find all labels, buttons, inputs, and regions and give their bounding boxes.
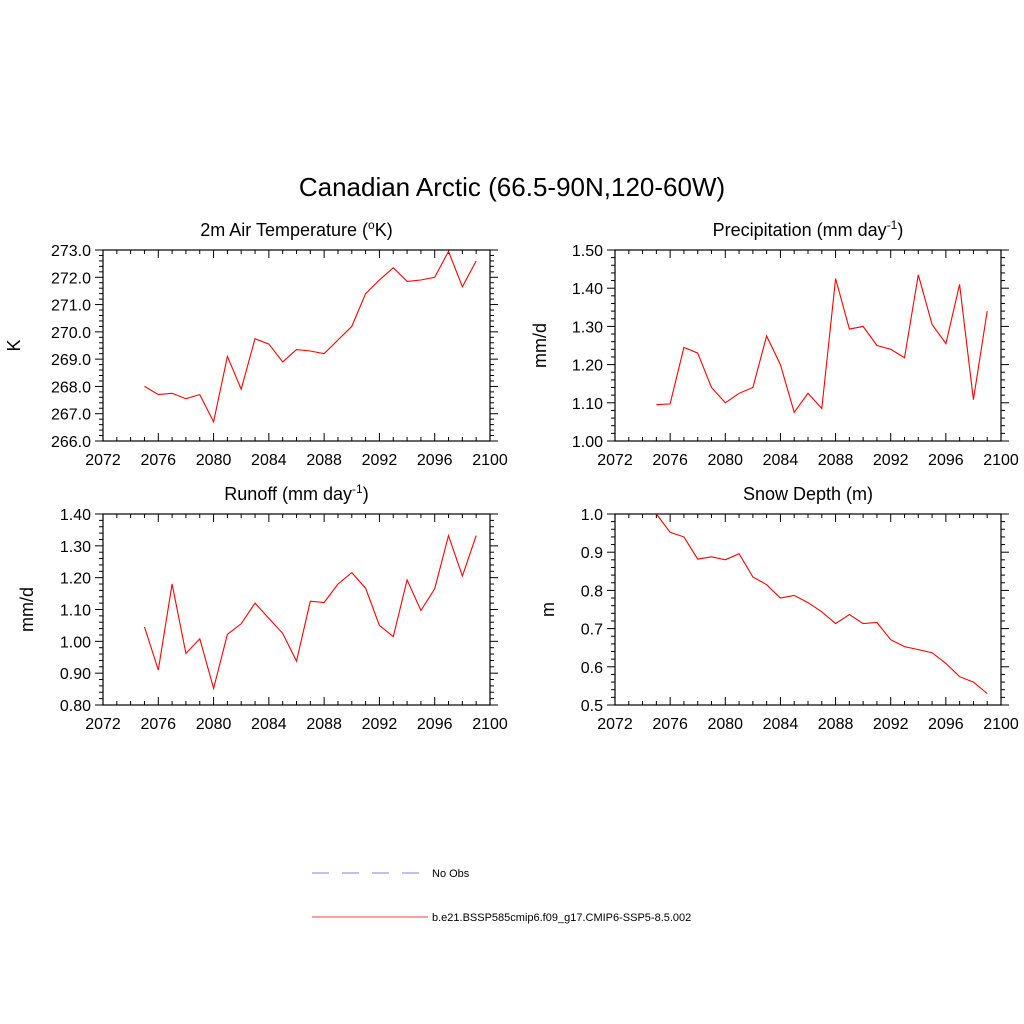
series-line-snow-depth [655, 513, 988, 694]
panel-temperature: 2m Air Temperature (oK) 2072 2076 2080 2084 2… [4, 218, 508, 469]
panel-title-runoff: Runoff (mm day-1) [224, 482, 368, 504]
y-axis-label: mm/d [17, 587, 37, 632]
title-superscript: -1 [887, 218, 898, 232]
y-tick-label: 0.6 [581, 660, 603, 677]
x-tick-label: 2080 [707, 716, 743, 733]
y-tick-label: 0.90 [60, 666, 91, 683]
panel-snow-depth: Snow Depth (m) 2072 2076 2080 2084 2088 2092 20… [538, 484, 1019, 733]
plot-frame [102, 249, 491, 442]
y-tick-label: 1.30 [60, 539, 91, 556]
title-text: 2m Air Temperature ( [200, 220, 368, 240]
x-tick-label: 2100 [472, 716, 508, 733]
x-tick-label: 2072 [597, 716, 633, 733]
x-tick-label: 2080 [196, 716, 232, 733]
y-tick-label: 266.0 [51, 434, 91, 451]
title-text-end: K) [375, 220, 393, 240]
panel-runoff: Runoff (mm day-1) 2072 2076 2080 2084 2088 209… [17, 482, 508, 733]
panel-precipitation: Precipitation (mm day-1) 2072 2076 2080 2084… [530, 218, 1019, 469]
y-tick-label: 0.5 [581, 698, 603, 715]
y-tick-label: 1.20 [60, 571, 91, 588]
y-tick-label: 0.8 [581, 583, 603, 600]
x-tick-label: 2096 [928, 452, 964, 469]
x-tick-label: 2092 [362, 716, 398, 733]
y-tick-label: 271.0 [51, 298, 91, 315]
x-tick-label: 2100 [983, 716, 1019, 733]
panels: 2m Air Temperature (oK)2072 2076 2080 2084 2… [4, 218, 1019, 733]
x-tick-label: 2084 [763, 716, 799, 733]
x-tick-label: 2100 [472, 452, 508, 469]
x-tick-label: 2100 [983, 452, 1019, 469]
y-tick-label: 272.0 [51, 270, 91, 287]
y-axis-label: m [538, 602, 558, 617]
x-tick-label: 2092 [362, 452, 398, 469]
panel-title-temperature: 2m Air Temperature (oK) [200, 218, 392, 240]
title-superscript: -1 [352, 482, 363, 496]
x-tick-label: 2076 [652, 716, 688, 733]
x-tick-label: 2076 [140, 452, 176, 469]
plot-frame [614, 513, 1002, 706]
x-tick-label: 2088 [306, 452, 342, 469]
y-tick-label: 1.10 [572, 396, 603, 413]
y-tick-label: 0.80 [60, 698, 91, 715]
x-tick-label: 2096 [928, 716, 964, 733]
x-tick-label: 2072 [85, 716, 121, 733]
x-tick-label: 2096 [417, 716, 453, 733]
y-axis-label: mm/d [530, 323, 550, 368]
title-text: Precipitation (mm day [713, 220, 887, 240]
figure-title: Canadian Arctic (66.5-90N,120-60W) [299, 172, 725, 202]
panel-title-snow-depth: Snow Depth (m) [743, 484, 873, 504]
y-tick-label: 267.0 [51, 407, 91, 424]
x-tick-label: 2084 [763, 452, 799, 469]
x-tick-label: 2092 [873, 716, 909, 733]
y-tick-label: 273.0 [51, 243, 91, 260]
x-tick-label: 2072 [85, 452, 121, 469]
x-tick-label: 2084 [251, 716, 287, 733]
title-text: Runoff (mm day [224, 484, 352, 504]
x-tick-label: 2080 [196, 452, 232, 469]
x-tick-label: 2080 [707, 452, 743, 469]
y-tick-label: 1.10 [60, 603, 91, 620]
x-tick-label: 2084 [251, 452, 287, 469]
panel-title-precipitation: Precipitation (mm day-1) [713, 218, 904, 240]
y-tick-label: 268.0 [51, 379, 91, 396]
x-tick-label: 2076 [652, 452, 688, 469]
y-tick-label: 1.20 [572, 358, 603, 375]
x-tick-label: 2088 [818, 716, 854, 733]
x-tick-label: 2076 [140, 716, 176, 733]
x-tick-label: 2072 [597, 452, 633, 469]
legend: No Obs b.e21.BSSP585cmip6.f09_g17.CMIP6-… [312, 868, 691, 924]
y-tick-label: 269.0 [51, 352, 91, 369]
x-tick-label: 2092 [873, 452, 909, 469]
plot-frame [614, 249, 1002, 442]
x-tick-label: 2088 [818, 452, 854, 469]
series-line-runoff [143, 533, 477, 691]
y-tick-label: 0.9 [581, 545, 603, 562]
y-axis-label: K [4, 339, 24, 351]
y-tick-label: 1.00 [60, 634, 91, 651]
y-tick-label: 270.0 [51, 325, 91, 342]
y-tick-label: 0.7 [581, 622, 603, 639]
series-line-precipitation [656, 274, 988, 414]
y-tick-label: 1.40 [572, 281, 603, 298]
title-text-end: ) [897, 220, 903, 240]
series-line-temperature [144, 250, 477, 424]
legend-label-no-obs: No Obs [432, 868, 470, 880]
title-superscript: o [368, 218, 375, 232]
title-text-end: ) [363, 484, 369, 504]
x-tick-label: 2088 [306, 716, 342, 733]
legend-label-model: b.e21.BSSP585cmip6.f09_g17.CMIP6-SSP5-8.… [432, 912, 691, 924]
y-tick-label: 1.30 [572, 319, 603, 336]
y-tick-label: 1.0 [581, 507, 603, 524]
plot-frame [102, 513, 491, 706]
y-tick-label: 1.00 [572, 434, 603, 451]
y-tick-label: 1.40 [60, 507, 91, 524]
y-tick-label: 1.50 [572, 243, 603, 260]
x-tick-label: 2096 [417, 452, 453, 469]
title-text: Snow Depth (m) [743, 484, 873, 504]
